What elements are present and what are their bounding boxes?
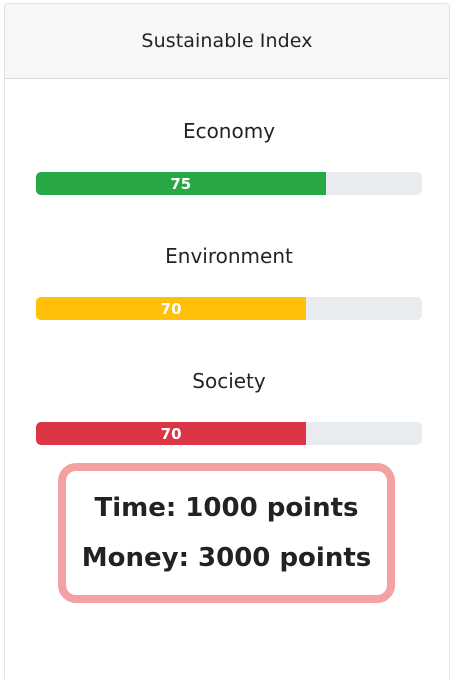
time-points: Time: 1000 points: [94, 493, 359, 523]
progress-track-society: 70: [36, 422, 422, 445]
progress-bar-society: 70: [36, 422, 307, 445]
metric-economy: Economy 75: [36, 118, 422, 195]
progress-bar-environment: 70: [36, 297, 307, 320]
panel-title: Sustainable Index: [141, 30, 313, 52]
metric-label-environment: Environment: [165, 244, 293, 268]
metric-label-economy: Economy: [182, 119, 276, 143]
panel-header: Sustainable Index: [5, 4, 449, 79]
resource-points-box: Time: 1000 points Money: 3000 points: [58, 463, 395, 603]
progress-bar-economy: 75: [36, 172, 326, 195]
metric-environment: Environment 70: [36, 243, 422, 320]
money-points: Money: 3000 points: [81, 543, 372, 573]
progress-track-environment: 70: [36, 297, 422, 320]
progress-track-economy: 75: [36, 172, 422, 195]
metric-label-society: Society: [192, 369, 266, 393]
metric-society: Society 70: [36, 368, 422, 445]
